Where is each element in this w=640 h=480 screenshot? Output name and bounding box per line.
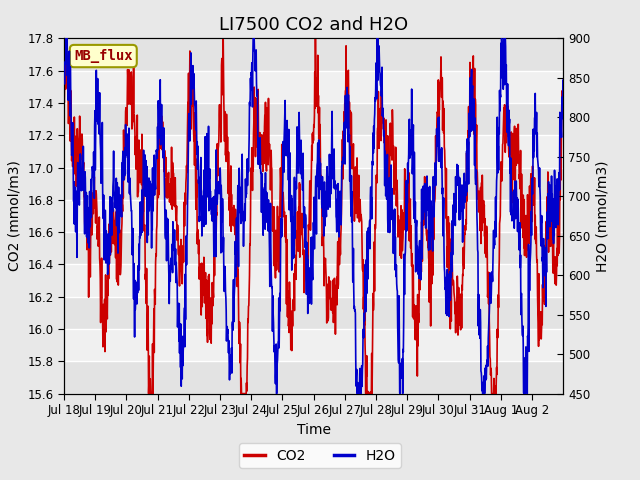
Bar	[64, 361, 563, 394]
Y-axis label: H2O (mmol/m3): H2O (mmol/m3)	[596, 160, 610, 272]
Title: LI7500 CO2 and H2O: LI7500 CO2 and H2O	[219, 16, 408, 34]
Legend: CO2, H2O: CO2, H2O	[239, 443, 401, 468]
Bar	[64, 168, 563, 200]
Text: MB_flux: MB_flux	[74, 49, 132, 63]
Bar	[64, 103, 563, 135]
X-axis label: Time: Time	[296, 422, 331, 437]
Bar	[64, 297, 563, 329]
Bar	[64, 232, 563, 264]
Y-axis label: CO2 (mmol/m3): CO2 (mmol/m3)	[8, 161, 22, 271]
Bar	[64, 38, 563, 71]
